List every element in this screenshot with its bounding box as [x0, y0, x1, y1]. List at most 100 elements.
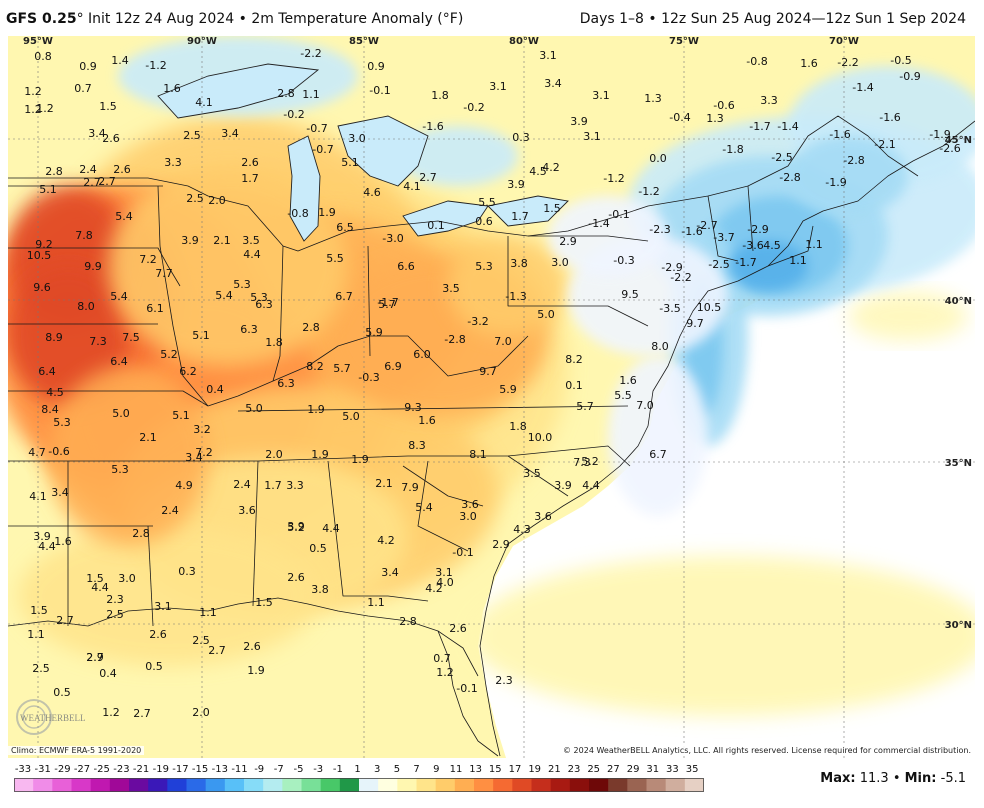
- colorbar-swatch: [14, 778, 34, 792]
- station-value: 4.4: [91, 581, 109, 594]
- colorbar-tick-label: 7: [413, 764, 420, 775]
- station-value: 2.6: [102, 132, 120, 145]
- station-value: 5.2: [160, 348, 178, 361]
- station-value: -2.5: [708, 258, 729, 271]
- station-value: 1.7: [241, 172, 259, 185]
- station-value: 4.2: [542, 161, 560, 174]
- colorbar: [14, 778, 704, 792]
- station-value: 3.9: [554, 479, 572, 492]
- station-value: 5.4: [110, 290, 128, 303]
- colorbar-swatch: [359, 778, 379, 792]
- station-value: -3.2: [467, 315, 488, 328]
- station-value: 8.0: [77, 300, 95, 313]
- colorbar-tick-label: 19: [528, 764, 542, 775]
- station-value: -1.9: [929, 128, 950, 141]
- station-value: 1.9: [318, 206, 336, 219]
- colorbar-tick-label: 29: [626, 764, 640, 775]
- station-value: 0.8: [34, 50, 52, 63]
- station-value: 5.9: [365, 326, 383, 339]
- station-value: 3.1: [154, 600, 172, 613]
- station-value: 4.5: [46, 386, 64, 399]
- station-value: 4.1: [29, 490, 47, 503]
- station-value: 2.7: [208, 644, 226, 657]
- station-value: 2.7: [83, 176, 101, 189]
- station-value: 3.5: [242, 234, 260, 247]
- station-value: 4.5: [529, 165, 547, 178]
- station-value: -3.0: [382, 232, 403, 245]
- station-value: 5.4: [415, 501, 433, 514]
- station-value: 1.9: [307, 403, 325, 416]
- colorbar-tick-label: -33: [14, 764, 32, 775]
- map-panel[interactable]: 95°W 90°W 85°W 80°W 75°W 70°W 45°N 40°N 35°N 30°N…: [8, 36, 975, 758]
- station-value: -2.8: [779, 171, 800, 184]
- min-value: -5.1: [940, 771, 966, 786]
- station-value: -2.9: [661, 261, 682, 274]
- station-value: 4.1: [403, 180, 421, 193]
- station-value: -1.4: [852, 81, 873, 94]
- station-value: 3.5: [442, 282, 460, 295]
- station-value: 0.6: [475, 215, 493, 228]
- station-value: -0.7: [306, 122, 327, 135]
- station-value: 8.3: [408, 439, 426, 452]
- station-value: 1.3: [644, 92, 662, 105]
- station-value: 4.5: [763, 239, 781, 252]
- colorbar-swatch: [129, 778, 149, 792]
- station-value: 1.2: [102, 706, 120, 719]
- station-value: 1.2: [436, 666, 454, 679]
- longitude-label: 70°W: [829, 36, 859, 47]
- station-value: 5.3: [53, 416, 71, 429]
- station-value: 0.7: [433, 652, 451, 665]
- colorbar-tick-label: 35: [685, 764, 699, 775]
- station-value: 2.0: [192, 706, 210, 719]
- colorbar-tick-label: -3: [313, 764, 324, 775]
- colorbar-tick-label: -29: [54, 764, 71, 775]
- station-value: 6.7: [649, 448, 667, 461]
- colorbar-swatch: [531, 778, 552, 792]
- station-value: 2.6: [287, 571, 305, 584]
- station-value: 2.7: [86, 651, 104, 664]
- colorbar-swatch: [320, 778, 341, 792]
- station-value: -1.7: [377, 296, 398, 309]
- colorbar-swatch: [550, 778, 571, 792]
- station-value: -1.7: [735, 256, 756, 269]
- station-value: 7.7: [155, 267, 173, 280]
- longitude-label: 90°W: [187, 36, 217, 47]
- colorbar-tick-label: -15: [191, 764, 209, 775]
- colorbar-swatch: [244, 778, 264, 792]
- station-value: 3.4: [185, 451, 203, 464]
- station-value: 1.5: [86, 572, 104, 585]
- station-value-labels: 0.8 0.9 1.4 -1.2 -2.2 0.9 3.1 -0.8 1.6 -2.2 -0.5 -0…: [24, 47, 960, 720]
- station-value: 2.4: [161, 504, 179, 517]
- station-value: 3.8: [510, 257, 528, 270]
- station-value: 4.7: [28, 446, 46, 459]
- station-value: 6.4: [38, 365, 56, 378]
- station-value: 4.9: [175, 479, 193, 492]
- station-value: 2.9: [492, 538, 510, 551]
- station-value: 5.1: [192, 329, 210, 342]
- colorbar-swatch: [493, 778, 513, 792]
- station-value: 4.3: [513, 523, 531, 536]
- colorbar-tick-label: 11: [449, 764, 463, 775]
- colorbar-ticks: -33 -31 -29 -27 -25 -23 -21 -19 -17 -15 -13 -11 -9 -7…: [14, 764, 714, 778]
- station-value: 0.3: [512, 131, 530, 144]
- max-min-bullet: •: [892, 771, 901, 786]
- station-value: 5.3: [233, 278, 251, 291]
- station-value: 9.6: [33, 281, 51, 294]
- station-value: 8.2: [306, 360, 324, 373]
- station-value: 0.1: [427, 219, 445, 232]
- station-value: 3.4: [381, 566, 399, 579]
- station-value: 1.8: [431, 89, 449, 102]
- station-value: 0.5: [53, 686, 71, 699]
- station-value: 2.6: [241, 156, 259, 169]
- station-value: -2.2: [670, 271, 691, 284]
- station-value: 9.7: [479, 365, 497, 378]
- station-value: 6.5: [336, 221, 354, 234]
- station-value: 3.4: [51, 486, 69, 499]
- temperature-anomaly-map: 95°W 90°W 85°W 80°W 75°W 70°W 45°N 40°N 35°N 30°N…: [8, 36, 975, 758]
- station-value: 1.5: [543, 202, 561, 215]
- station-value: 2.4: [233, 478, 251, 491]
- lat-lon-grid: 95°W 90°W 85°W 80°W 75°W 70°W 45°N 40°N 35°N 30°N: [8, 36, 975, 758]
- colorbar-tick-label: -7: [273, 764, 284, 775]
- colorbar-swatch: [474, 778, 494, 792]
- degree-sign: °: [76, 11, 84, 27]
